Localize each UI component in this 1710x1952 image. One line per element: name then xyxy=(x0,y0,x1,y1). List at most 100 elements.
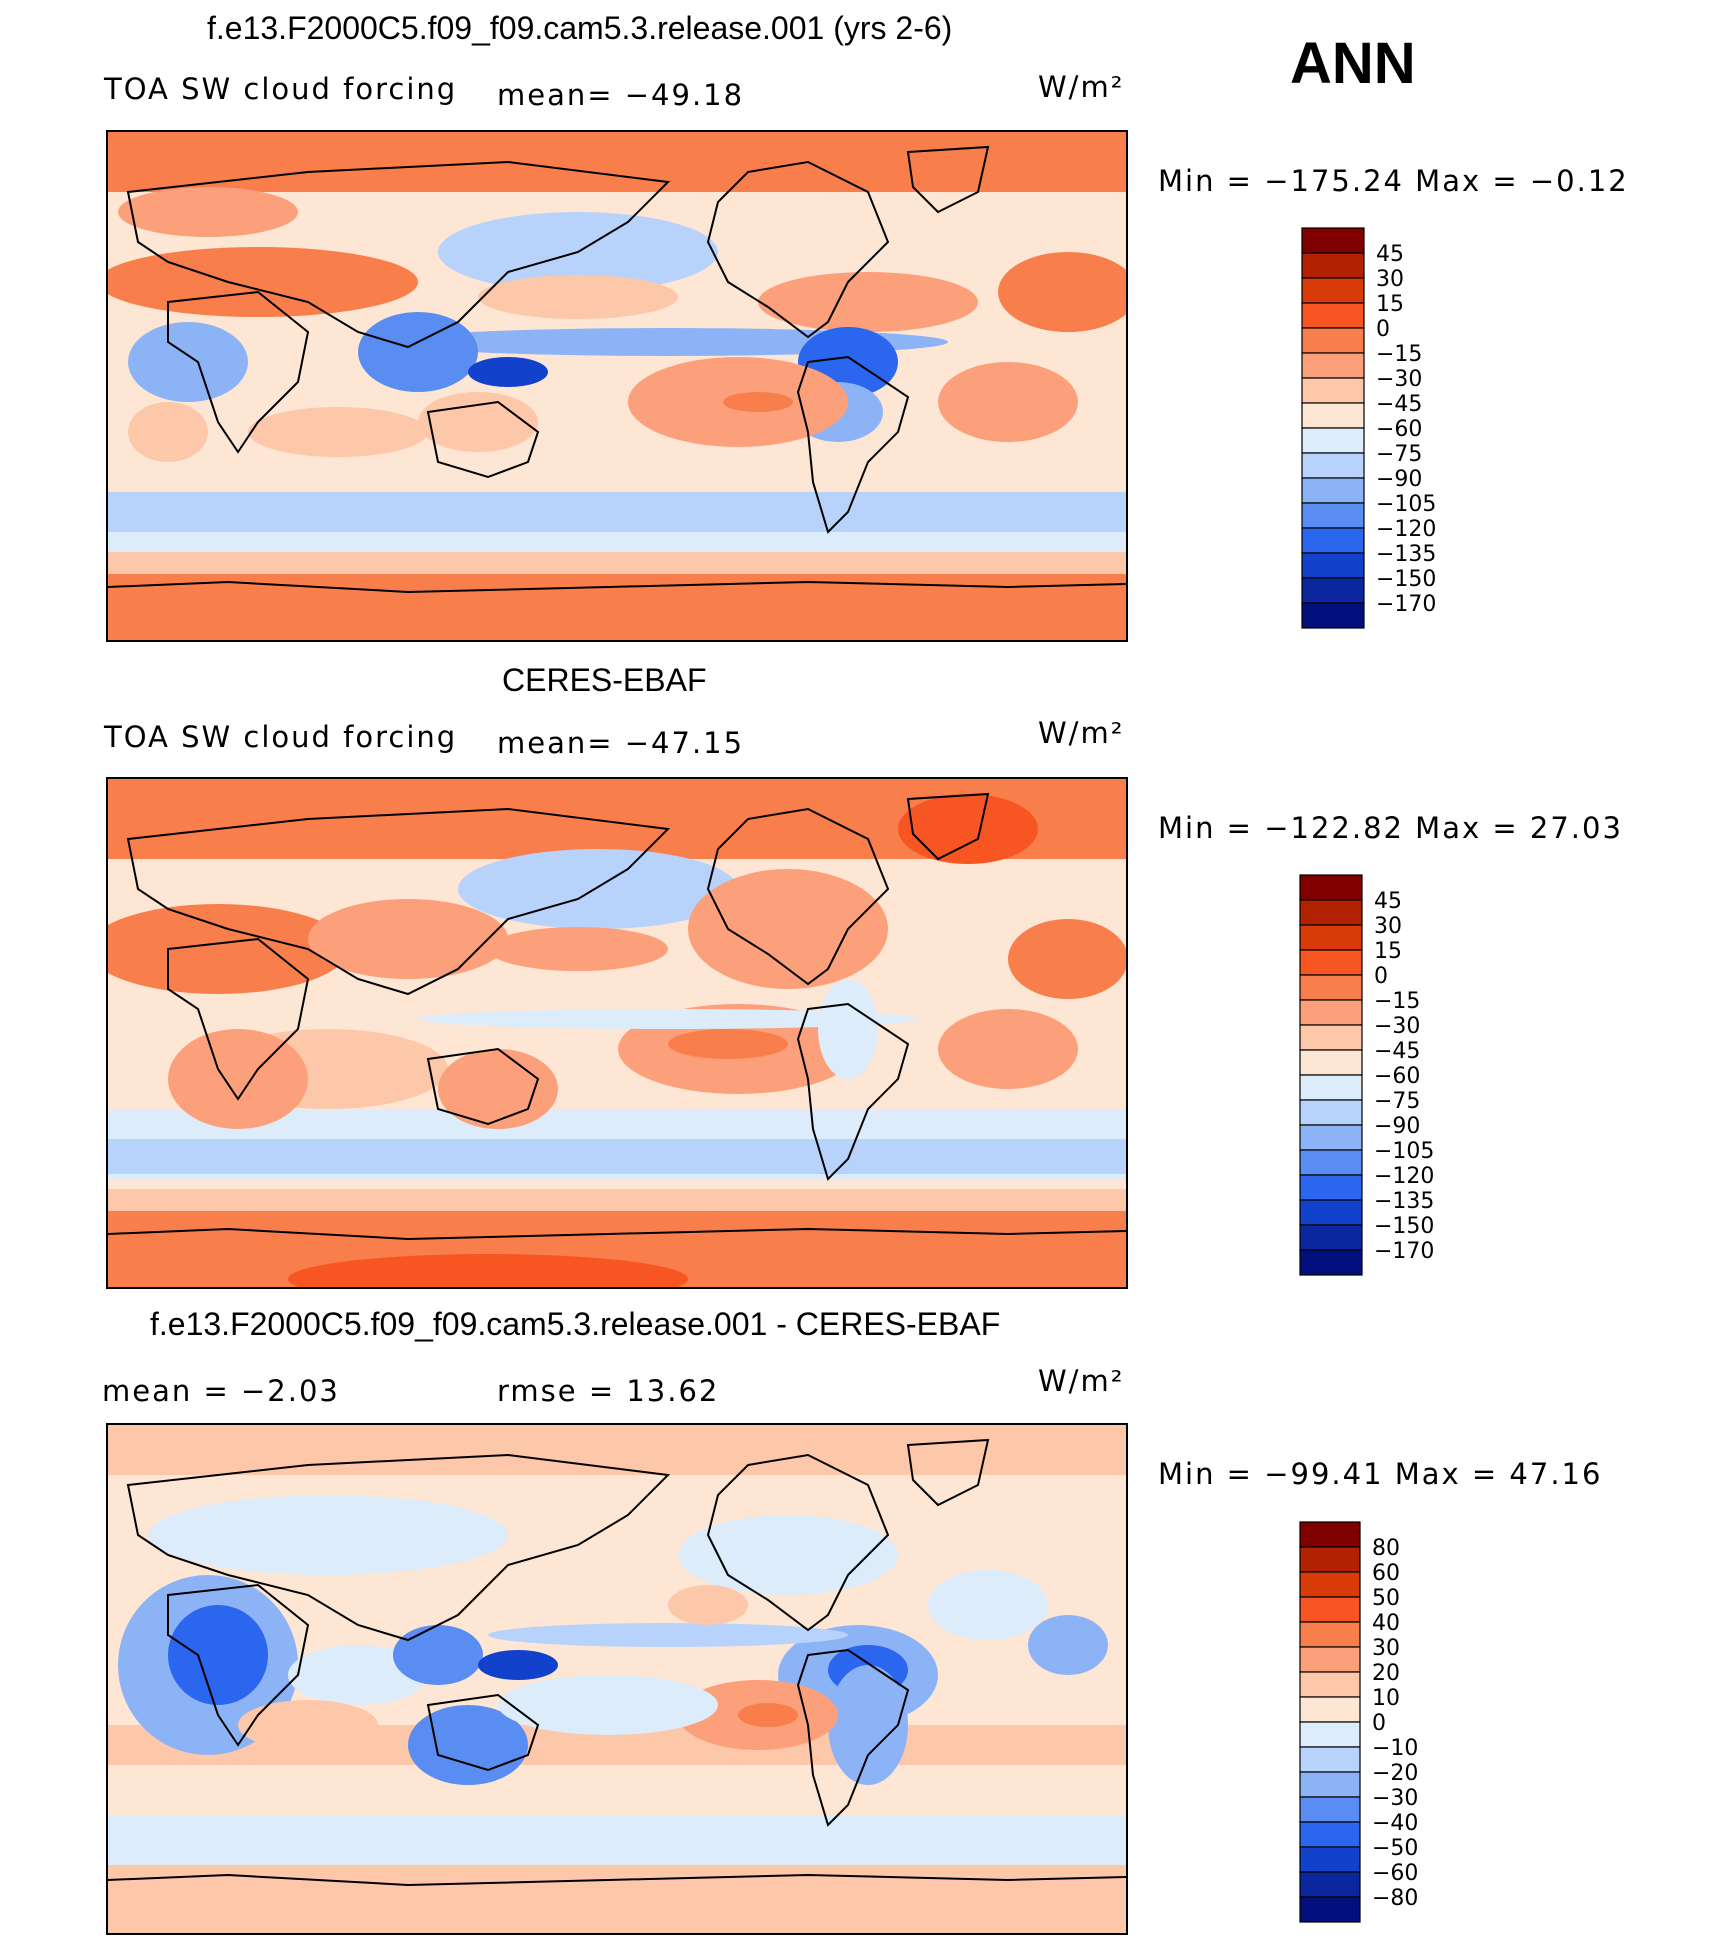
coastline xyxy=(796,1648,910,1827)
field-patch xyxy=(938,362,1078,442)
field-patch xyxy=(438,1049,558,1129)
panel-3-map-plot xyxy=(108,1425,1126,1933)
panel-1-variable-label: TOA SW cloud forcing xyxy=(104,72,458,106)
field-band xyxy=(108,572,1126,640)
colorbar-tick-label: 50 xyxy=(1372,1586,1400,1611)
field-patch xyxy=(738,1703,798,1727)
colorbar-box xyxy=(1299,1871,1361,1898)
colorbar-tick-label: −135 xyxy=(1374,1189,1434,1214)
colorbar-box xyxy=(1301,277,1365,304)
field-patch xyxy=(288,1645,428,1705)
colorbar-box xyxy=(1299,1771,1361,1798)
colorbar-tick-label: −30 xyxy=(1372,1786,1418,1811)
colorbar-tick-label: 30 xyxy=(1374,914,1402,939)
field-patch xyxy=(1028,1615,1108,1675)
colorbar-box xyxy=(1299,1049,1363,1076)
panel-2-mean-label: mean= −47.15 xyxy=(497,726,745,760)
colorbar-tick-label: −150 xyxy=(1376,567,1436,592)
field-patch xyxy=(168,1605,268,1705)
colorbar-box xyxy=(1299,1024,1363,1051)
colorbar-tick-label: 0 xyxy=(1372,1711,1386,1736)
colorbar-box xyxy=(1299,1646,1361,1673)
field-patch xyxy=(248,407,428,457)
coastline xyxy=(167,1583,310,1747)
colorbar-box xyxy=(1299,999,1363,1026)
field-patch xyxy=(128,322,248,402)
colorbar-box xyxy=(1301,602,1365,629)
panel-3-title: f.e13.F2000C5.f09_f09.cam5.3.release.001… xyxy=(150,1306,1001,1342)
panel-1-map-plot xyxy=(108,132,1126,640)
colorbar-box xyxy=(1299,1621,1361,1648)
panel-3-map xyxy=(106,1423,1128,1935)
field-patch xyxy=(758,272,978,332)
colorbar-tick-label: −120 xyxy=(1376,517,1436,542)
colorbar-box xyxy=(1301,252,1365,279)
field-patch xyxy=(818,979,878,1079)
colorbar-box xyxy=(1299,1174,1363,1201)
colorbar-box xyxy=(1299,1521,1361,1548)
field-patch xyxy=(678,1515,898,1595)
colorbar-tick-label: −120 xyxy=(1374,1164,1434,1189)
colorbar-tick-label: −90 xyxy=(1374,1114,1420,1139)
colorbar-box xyxy=(1301,527,1365,554)
panel-2-map xyxy=(106,777,1128,1289)
panel-2-title: CERES-EBAF xyxy=(502,662,707,698)
coastline xyxy=(426,1693,540,1772)
colorbar-box xyxy=(1299,1721,1361,1748)
coastline xyxy=(108,1227,1126,1241)
colorbar-box xyxy=(1301,402,1365,429)
colorbar-box xyxy=(1299,874,1363,901)
colorbar-box xyxy=(1301,302,1365,329)
colorbar-box xyxy=(1299,949,1363,976)
colorbar-tick-label: −30 xyxy=(1374,1014,1420,1039)
coastline xyxy=(796,355,910,534)
season-label: ANN xyxy=(1290,31,1416,96)
colorbar-box xyxy=(1299,1896,1361,1923)
colorbar-box xyxy=(1301,552,1365,579)
field-patch xyxy=(938,1009,1078,1089)
colorbar-tick-label: −135 xyxy=(1376,542,1436,567)
field-patch xyxy=(408,1705,528,1785)
field-patch xyxy=(898,794,1038,864)
coastline xyxy=(167,290,310,454)
field-patch xyxy=(458,849,738,929)
colorbar-tick-label: −45 xyxy=(1374,1039,1420,1064)
field-band xyxy=(108,552,1126,574)
coastline xyxy=(126,807,671,996)
field-patch xyxy=(498,1675,718,1735)
colorbar-box xyxy=(1299,899,1363,926)
field-patch xyxy=(488,1623,848,1647)
field-patch xyxy=(468,357,548,387)
colorbar-box xyxy=(1301,502,1365,529)
colorbar-tick-label: −170 xyxy=(1374,1239,1434,1264)
field-band xyxy=(108,1425,1126,1475)
field-patch xyxy=(488,927,668,971)
field-patch xyxy=(168,1029,308,1129)
field-patch xyxy=(998,252,1126,332)
panel-2-colorbar: 4530150−15−30−45−60−75−90−105−120−135−15… xyxy=(1299,874,1434,1276)
colorbar-tick-label: −60 xyxy=(1376,417,1422,442)
colorbar-tick-label: −105 xyxy=(1376,492,1436,517)
colorbar-box xyxy=(1299,1796,1361,1823)
colorbar-tick-label: −50 xyxy=(1372,1836,1418,1861)
panel-2-variable-label: TOA SW cloud forcing xyxy=(104,720,458,754)
coastline xyxy=(108,1873,1126,1887)
panel-2-minmax-label: Min = −122.82 Max = 27.03 xyxy=(1158,811,1623,845)
colorbar-tick-label: 80 xyxy=(1372,1536,1400,1561)
field-band xyxy=(108,1815,1126,1865)
coastline xyxy=(706,1453,890,1632)
field-patch xyxy=(108,247,418,317)
colorbar-box xyxy=(1299,1746,1361,1773)
colorbar-box xyxy=(1301,577,1365,604)
coastline xyxy=(108,580,1126,594)
colorbar-box xyxy=(1299,1846,1361,1873)
colorbar-tick-label: −75 xyxy=(1376,442,1422,467)
panel-3-units-label: W/m² xyxy=(1038,1364,1125,1398)
colorbar-tick-label: −30 xyxy=(1376,367,1422,392)
coastline xyxy=(426,1047,540,1126)
colorbar-tick-label: 45 xyxy=(1376,242,1404,267)
coastline xyxy=(796,1002,910,1181)
colorbar-box xyxy=(1301,427,1365,454)
colorbar-box xyxy=(1299,1671,1361,1698)
